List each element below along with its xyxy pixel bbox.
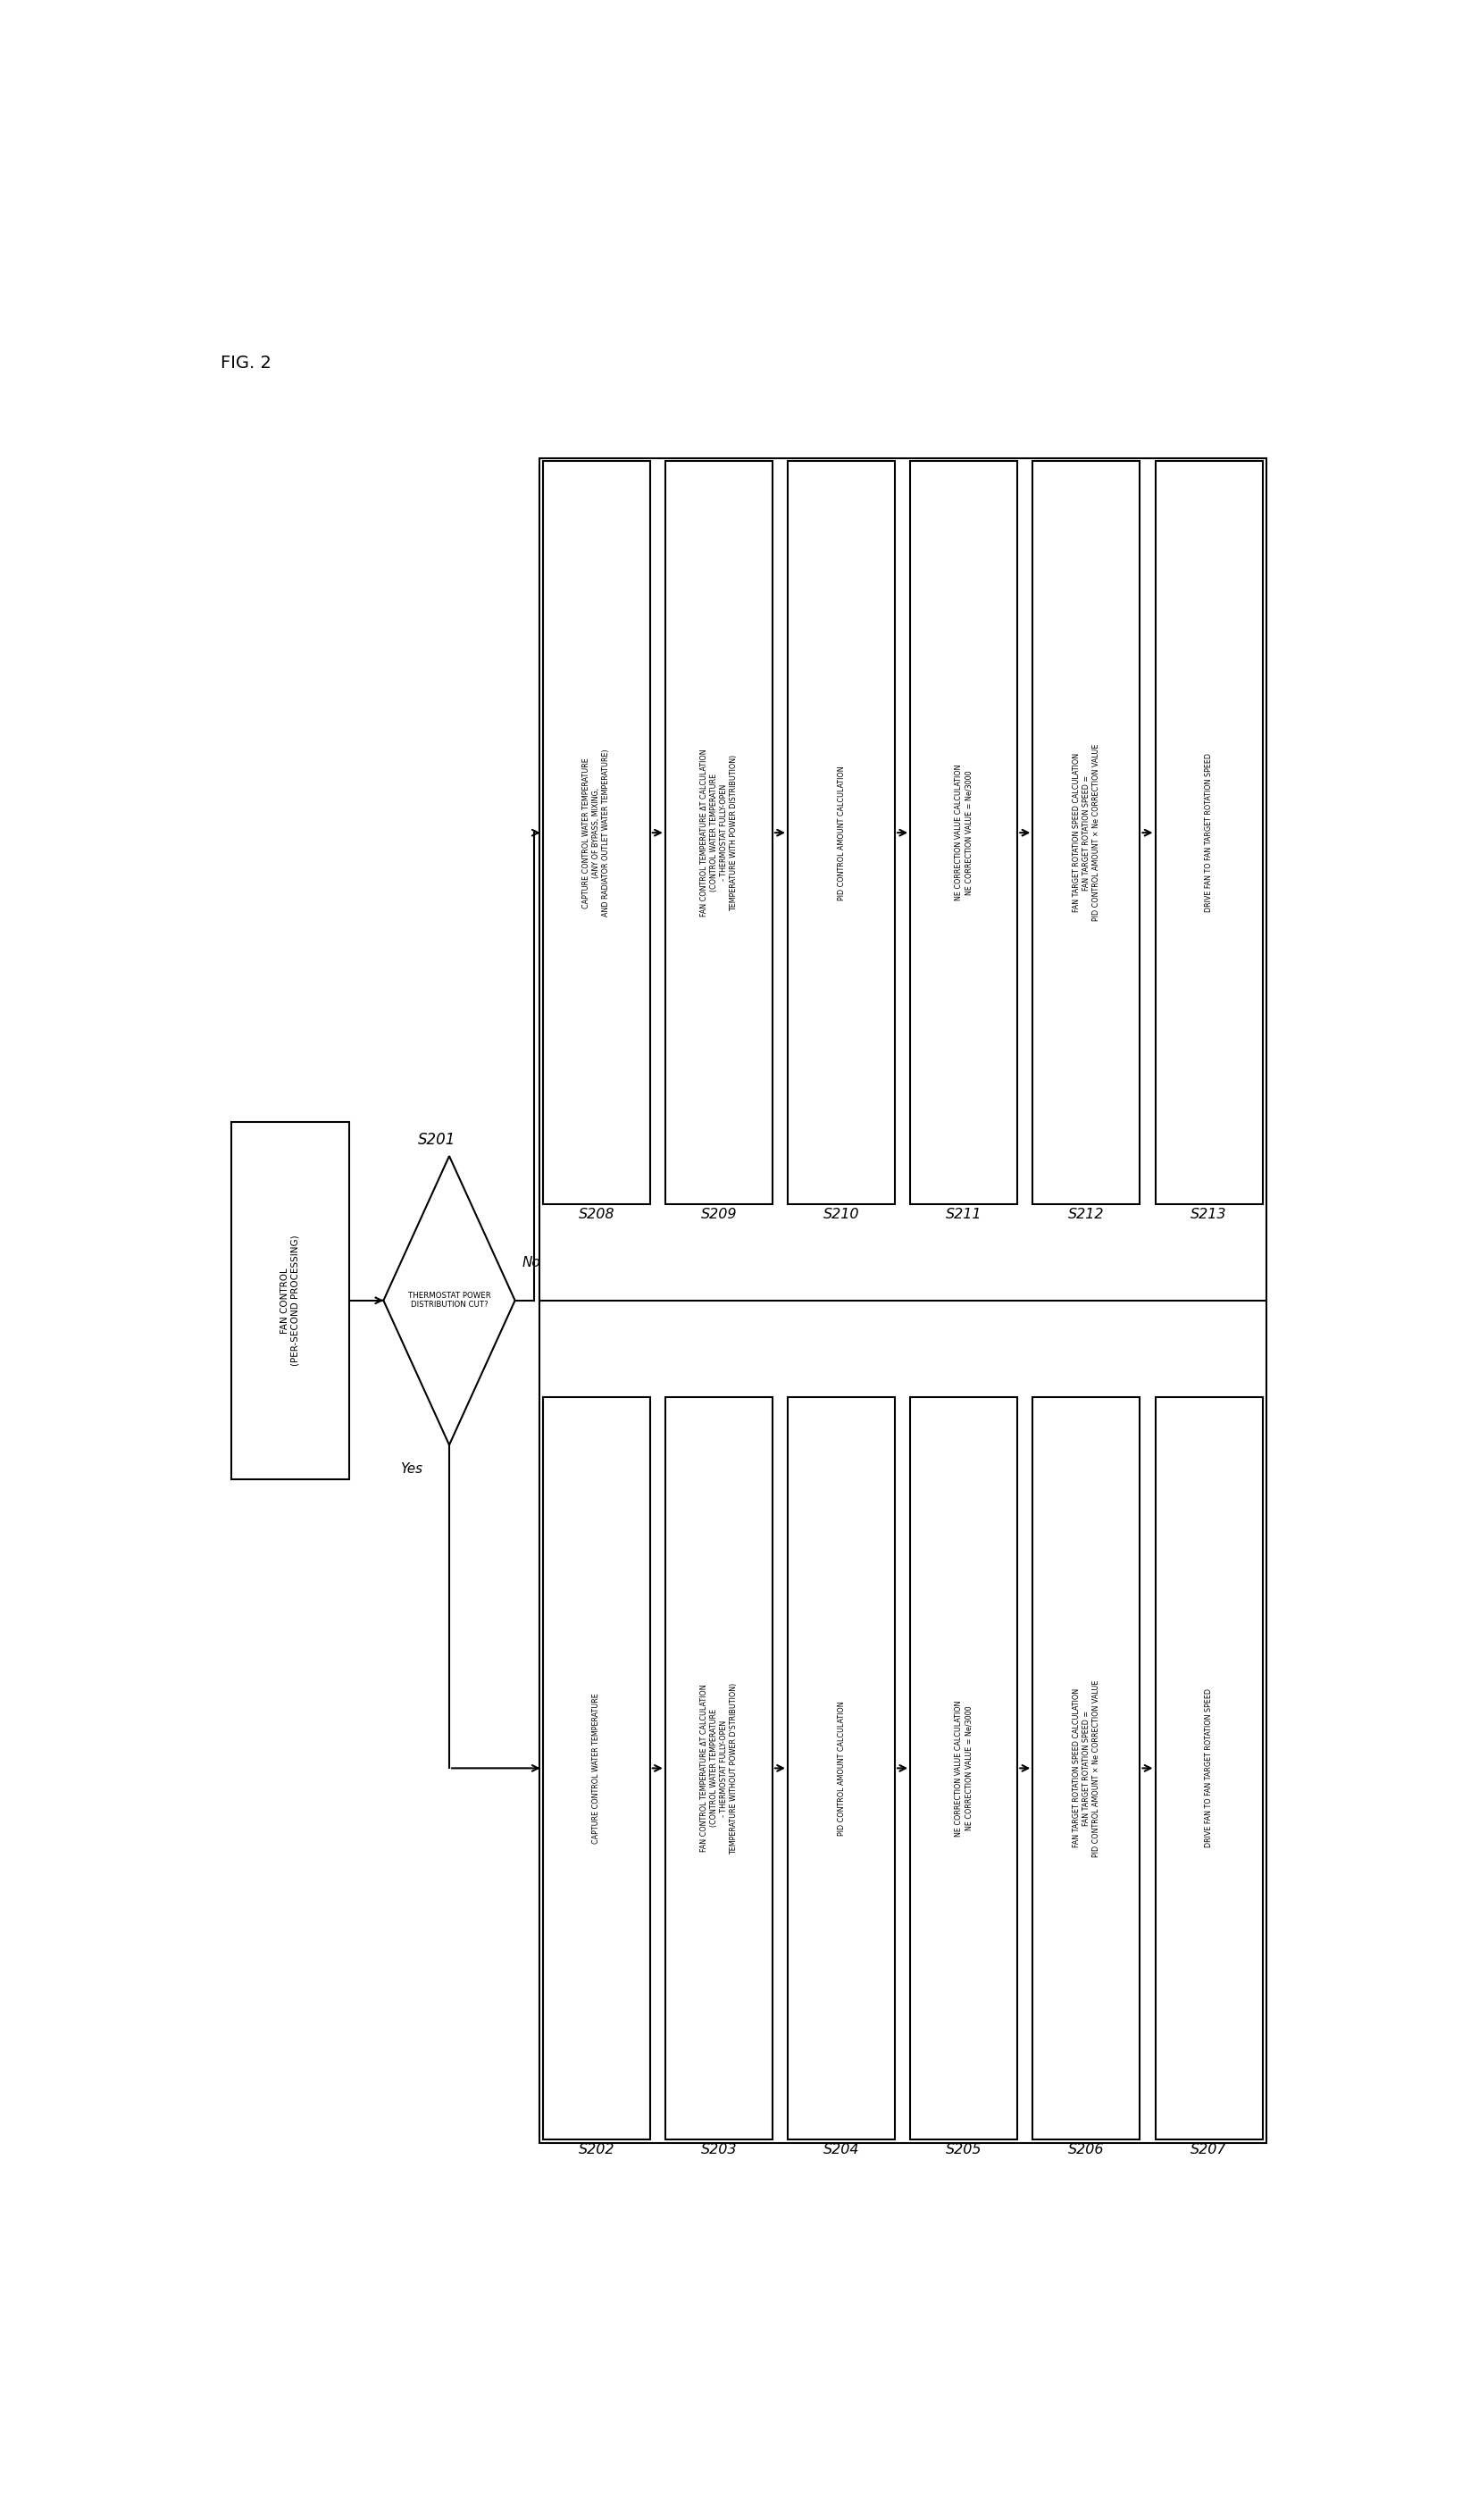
- Bar: [1155, 461, 1263, 1205]
- Bar: [542, 461, 651, 1205]
- Text: S211: S211: [946, 1207, 982, 1222]
- Bar: [665, 1396, 772, 2139]
- Text: NE CORRECTION VALUE CALCULATION
NE CORRECTION VALUE = Ne/3000: NE CORRECTION VALUE CALCULATION NE CORRE…: [955, 764, 972, 900]
- Bar: [788, 461, 895, 1205]
- Text: S212: S212: [1069, 1207, 1104, 1222]
- Text: No: No: [522, 1255, 541, 1270]
- Bar: [231, 1121, 349, 1479]
- Bar: [665, 461, 772, 1205]
- Bar: [788, 1396, 895, 2139]
- Text: PID CONTROL AMOUNT CALCULATION: PID CONTROL AMOUNT CALCULATION: [838, 1701, 845, 1835]
- Text: FAN CONTROL
(PER-SECOND PROCESSING): FAN CONTROL (PER-SECOND PROCESSING): [281, 1235, 300, 1366]
- Bar: [1032, 1396, 1140, 2139]
- Text: DRIVE FAN TO FAN TARGET ROTATION SPEED: DRIVE FAN TO FAN TARGET ROTATION SPEED: [1205, 1688, 1213, 1847]
- Text: S209: S209: [700, 1207, 737, 1222]
- Text: PID CONTROL AMOUNT CALCULATION: PID CONTROL AMOUNT CALCULATION: [838, 766, 845, 900]
- Text: S210: S210: [823, 1207, 860, 1222]
- Text: FAN CONTROL TEMPERATURE ΔT CALCULATION
(CONTROL WATER TEMPERATURE
- THERMOSTAT F: FAN CONTROL TEMPERATURE ΔT CALCULATION (…: [700, 1683, 738, 1855]
- Text: S207: S207: [1190, 2142, 1227, 2157]
- Text: FAN TARGET ROTATION SPEED CALCULATION
FAN TARGET ROTATION SPEED =
PID CONTROL AM: FAN TARGET ROTATION SPEED CALCULATION FA…: [1073, 1681, 1101, 1857]
- Bar: [911, 1396, 1018, 2139]
- Text: FAN CONTROL TEMPERATURE ΔT CALCULATION
(CONTROL WATER TEMPERATURE
- THERMOSTAT F: FAN CONTROL TEMPERATURE ΔT CALCULATION (…: [700, 748, 738, 917]
- Text: NE CORRECTION VALUE CALCULATION
NE CORRECTION VALUE = Ne/3000: NE CORRECTION VALUE CALCULATION NE CORRE…: [955, 1701, 972, 1837]
- Text: S213: S213: [1190, 1207, 1227, 1222]
- Text: Yes: Yes: [401, 1462, 423, 1477]
- Bar: [542, 1396, 651, 2139]
- Text: S208: S208: [579, 1207, 614, 1222]
- Text: S206: S206: [1069, 2142, 1104, 2157]
- Text: S201: S201: [418, 1131, 456, 1147]
- Text: CAPTURE CONTROL WATER TEMPERATURE: CAPTURE CONTROL WATER TEMPERATURE: [592, 1693, 601, 1845]
- Text: CAPTURE CONTROL WATER TEMPERATURE
(ANY OF BYPASS, MIXING,
AND RADIATOR OUTLET WA: CAPTURE CONTROL WATER TEMPERATURE (ANY O…: [582, 748, 610, 917]
- Bar: [1032, 461, 1140, 1205]
- Text: S203: S203: [700, 2142, 737, 2157]
- Text: S202: S202: [579, 2142, 614, 2157]
- Text: S204: S204: [823, 2142, 860, 2157]
- Text: THERMOSTAT POWER
DISTRIBUTION CUT?: THERMOSTAT POWER DISTRIBUTION CUT?: [408, 1293, 491, 1308]
- Bar: [1155, 1396, 1263, 2139]
- Text: S205: S205: [946, 2142, 982, 2157]
- Bar: [539, 459, 1266, 2142]
- Text: DRIVE FAN TO FAN TARGET ROTATION SPEED: DRIVE FAN TO FAN TARGET ROTATION SPEED: [1205, 753, 1213, 912]
- Bar: [911, 461, 1018, 1205]
- Text: FAN TARGET ROTATION SPEED CALCULATION
FAN TARGET ROTATION SPEED =
PID CONTROL AM: FAN TARGET ROTATION SPEED CALCULATION FA…: [1073, 743, 1101, 922]
- Text: FIG. 2: FIG. 2: [221, 355, 272, 370]
